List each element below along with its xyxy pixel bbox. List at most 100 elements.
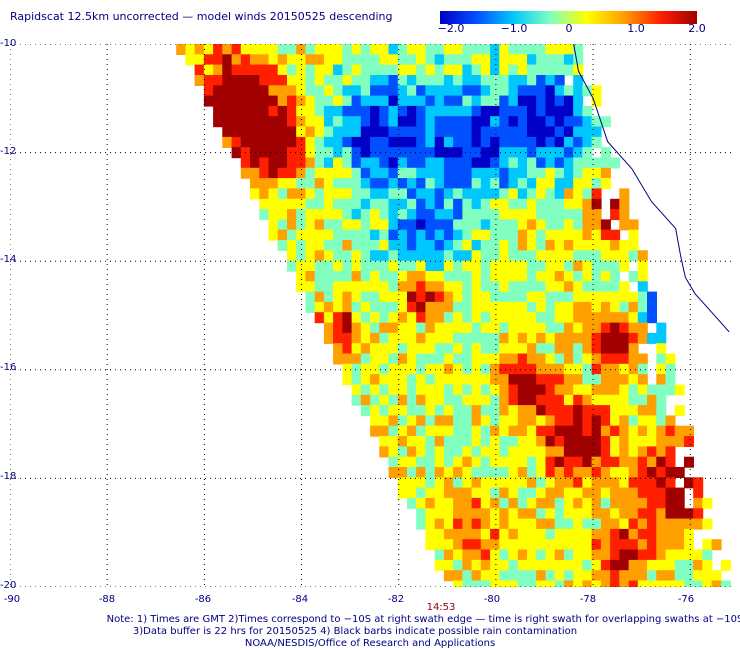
wind-cell bbox=[545, 188, 556, 200]
wind-cell bbox=[554, 95, 565, 107]
wind-cell bbox=[517, 528, 528, 540]
wind-cell bbox=[619, 580, 630, 587]
wind-cell bbox=[591, 467, 602, 478]
wind-cell bbox=[194, 44, 205, 55]
wind-cell bbox=[379, 353, 390, 365]
wind-cell bbox=[397, 240, 408, 251]
wind-cell bbox=[416, 44, 427, 55]
wind-cell bbox=[434, 64, 445, 76]
wind-cell bbox=[416, 497, 427, 509]
lon-label: -80 bbox=[483, 594, 501, 605]
wind-cell bbox=[462, 497, 473, 509]
wind-cell bbox=[342, 188, 353, 200]
wind-cell bbox=[554, 425, 565, 437]
wind-cell bbox=[453, 312, 464, 324]
wind-cell bbox=[628, 549, 639, 561]
wind-cell bbox=[554, 126, 565, 138]
wind-cell bbox=[268, 95, 279, 107]
wind-cell bbox=[563, 44, 574, 55]
wind-cell bbox=[434, 549, 445, 561]
wind-cell bbox=[508, 157, 519, 169]
wind-cell bbox=[434, 291, 445, 303]
wind-cell bbox=[462, 147, 473, 159]
wind-cell bbox=[684, 528, 694, 540]
wind-cell bbox=[425, 136, 436, 148]
wind-cell bbox=[508, 570, 519, 582]
wind-cell bbox=[582, 260, 593, 272]
wind-cell bbox=[407, 240, 417, 251]
wind-cell bbox=[693, 559, 704, 571]
wind-cell bbox=[287, 250, 297, 262]
wind-cell bbox=[305, 105, 316, 117]
wind-cell bbox=[536, 405, 547, 417]
wind-cell bbox=[527, 374, 537, 386]
wind-cell bbox=[536, 209, 547, 221]
lat-label: -16 bbox=[0, 362, 17, 373]
wind-cell bbox=[351, 116, 362, 128]
wind-cell bbox=[647, 539, 657, 551]
wind-cell bbox=[425, 271, 436, 282]
wind-cell bbox=[499, 157, 510, 169]
wind-cell bbox=[490, 116, 501, 128]
wind-cell bbox=[379, 229, 390, 241]
wind-cell bbox=[351, 301, 362, 313]
wind-cell bbox=[554, 167, 565, 179]
wind-cell bbox=[637, 374, 648, 386]
wind-cell bbox=[268, 136, 279, 148]
wind-cell bbox=[425, 157, 436, 169]
wind-cell bbox=[333, 219, 344, 231]
wind-cell bbox=[240, 126, 251, 138]
wind-cell bbox=[647, 477, 657, 489]
wind-cell bbox=[453, 198, 464, 210]
wind-cell bbox=[462, 281, 473, 293]
wind-cell bbox=[462, 301, 473, 313]
wind-cell bbox=[480, 446, 491, 458]
wind-cell bbox=[490, 281, 501, 293]
wind-cell bbox=[499, 436, 510, 447]
wind-cell bbox=[508, 415, 519, 427]
wind-cell bbox=[194, 64, 205, 76]
wind-cell bbox=[573, 54, 584, 66]
wind-cell bbox=[637, 477, 648, 489]
wind-cell bbox=[333, 301, 344, 313]
wind-cell bbox=[508, 343, 519, 355]
wind-cell bbox=[462, 54, 473, 66]
wind-cell bbox=[536, 136, 547, 148]
wind-cell bbox=[499, 467, 510, 478]
wind-cell bbox=[563, 147, 574, 159]
wind-cell bbox=[250, 178, 260, 190]
wind-cell bbox=[536, 147, 547, 159]
wind-cell bbox=[591, 363, 602, 375]
wind-cell bbox=[388, 240, 399, 251]
wind-cell bbox=[582, 188, 593, 200]
wind-cell bbox=[480, 384, 491, 396]
wind-cell bbox=[563, 312, 574, 324]
wind-cell bbox=[517, 75, 528, 86]
wind-cell bbox=[425, 301, 436, 313]
wind-cell bbox=[379, 147, 390, 159]
wind-cell bbox=[527, 467, 537, 478]
wind-cell bbox=[379, 240, 390, 251]
wind-cell bbox=[360, 384, 371, 396]
wind-cell bbox=[610, 508, 621, 520]
wind-cell bbox=[333, 260, 344, 272]
wind-cell bbox=[379, 415, 390, 427]
wind-cell bbox=[693, 518, 704, 530]
wind-cell bbox=[471, 312, 482, 324]
wind-cell bbox=[443, 322, 454, 334]
wind-cell bbox=[434, 394, 445, 406]
wind-cell bbox=[370, 178, 381, 190]
wind-cell bbox=[600, 497, 611, 509]
wind-cell bbox=[370, 188, 381, 200]
wind-cell bbox=[563, 332, 574, 344]
wind-cell bbox=[619, 518, 630, 530]
wind-cell bbox=[554, 384, 565, 396]
wind-cell bbox=[600, 436, 611, 447]
wind-cell bbox=[536, 116, 547, 128]
wind-cell bbox=[619, 415, 630, 427]
wind-cell bbox=[517, 477, 528, 489]
wind-cell bbox=[360, 405, 371, 417]
wind-cell bbox=[591, 291, 602, 303]
wind-cell bbox=[684, 456, 694, 468]
wind-cell bbox=[517, 394, 528, 406]
